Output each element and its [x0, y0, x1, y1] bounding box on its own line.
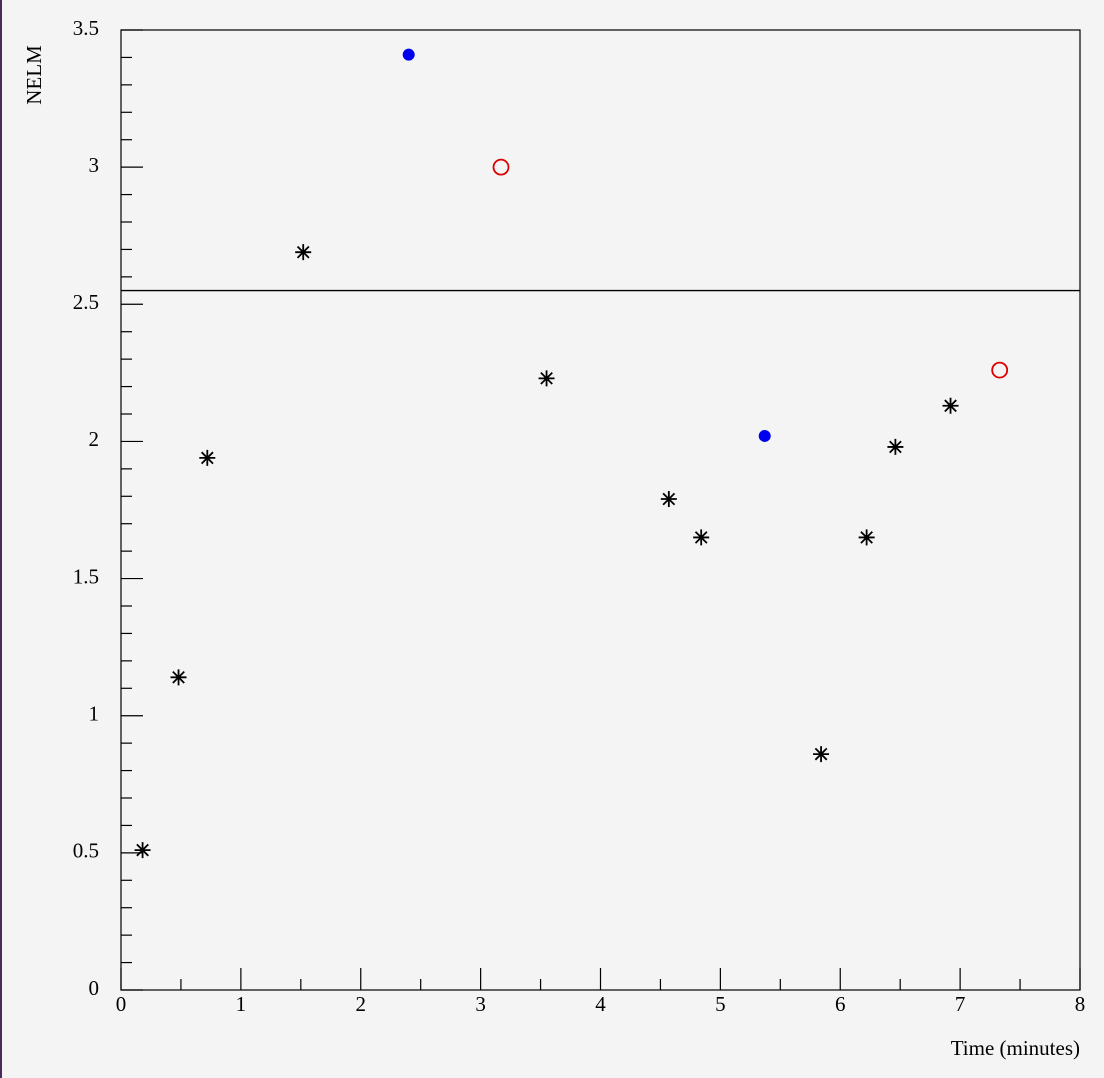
y-axis-label: NELM: [22, 45, 46, 105]
star-point: [134, 842, 151, 859]
y-tick-label: 3.5: [73, 16, 99, 40]
x-tick-label: 6: [835, 992, 846, 1016]
filled-point: [758, 429, 771, 442]
x-tick-label: 0: [116, 992, 127, 1016]
filled-point: [402, 48, 415, 61]
x-tick-label: 4: [595, 992, 606, 1016]
open-point: [492, 158, 510, 176]
x-axis-label: Time (minutes): [951, 1036, 1080, 1060]
x-tick-label: 2: [356, 992, 367, 1016]
y-tick-label: 2.5: [73, 290, 99, 314]
star-point: [942, 397, 959, 414]
star-point: [887, 438, 904, 455]
star-point: [170, 669, 187, 686]
y-tick-label: 1.5: [73, 564, 99, 588]
star-point: [538, 370, 555, 387]
star-point: [199, 449, 216, 466]
x-tick-label: 7: [955, 992, 966, 1016]
y-tick-label: 0.5: [73, 839, 99, 863]
y-tick-label: 0: [89, 976, 100, 1000]
x-tick-label: 3: [475, 992, 486, 1016]
star-point: [660, 491, 677, 508]
star-point: [693, 529, 710, 546]
x-tick-label: 8: [1075, 992, 1086, 1016]
x-tick-label: 5: [715, 992, 726, 1016]
star-point: [295, 244, 312, 261]
y-tick-label: 1: [89, 702, 100, 726]
star-point: [858, 529, 875, 546]
y-tick-label: 2: [89, 427, 100, 451]
x-tick-label: 1: [236, 992, 247, 1016]
left-edge: [0, 0, 2, 1078]
open-point: [991, 361, 1009, 379]
y-tick-label: 3: [89, 153, 100, 177]
star-point: [813, 746, 830, 763]
plot-frame: [120, 29, 1081, 991]
